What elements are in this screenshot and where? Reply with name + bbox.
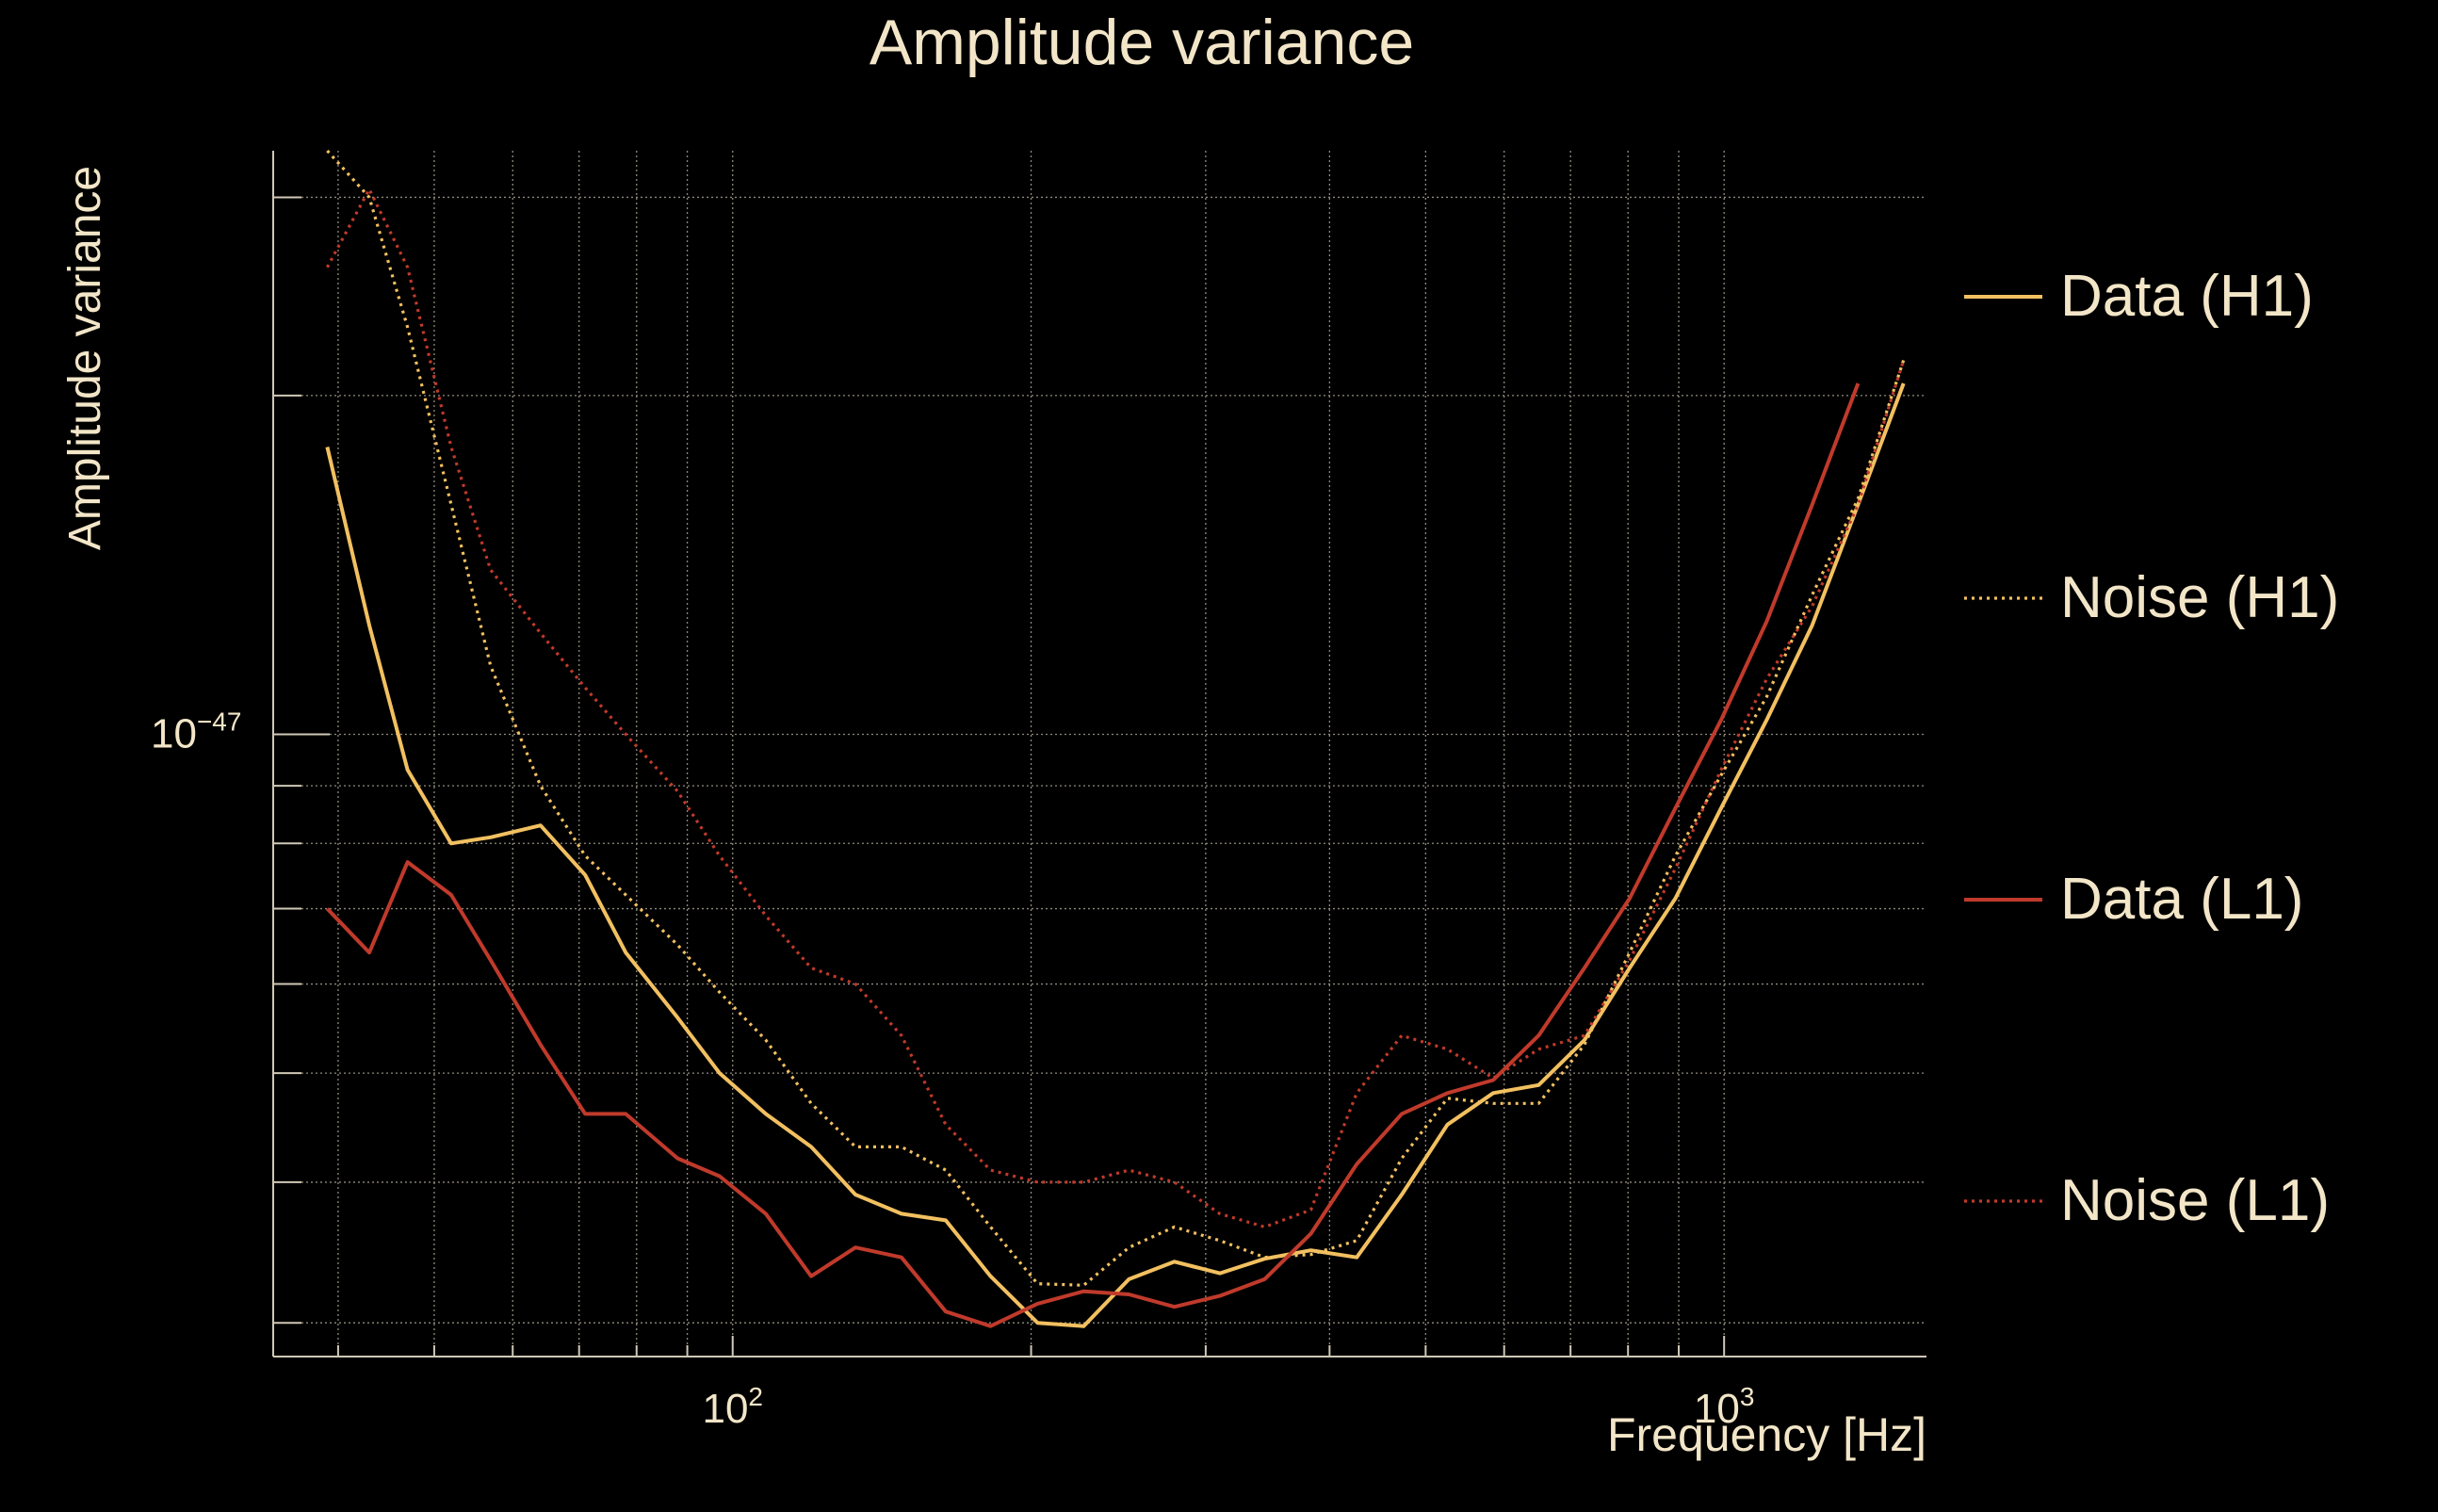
x-tick-label: 102 xyxy=(702,1382,763,1432)
series-line-data-h1 xyxy=(325,382,1906,1328)
grid-lines xyxy=(273,151,1926,1357)
tick-labels: 102 103 10−47 xyxy=(151,707,1754,1432)
legend-label: Data (L1) xyxy=(2060,867,2303,932)
legend-label: Data (H1) xyxy=(2060,264,2314,329)
y-axis-label: Amplitude variance xyxy=(60,166,110,550)
chart-title: Amplitude variance xyxy=(870,7,1414,78)
x-tick-label: 103 xyxy=(1694,1382,1755,1432)
legend: Data (H1) Noise (H1) Data (L1) Noise (L1) xyxy=(1964,264,2339,1233)
axes xyxy=(272,151,1926,1358)
legend-label: Noise (H1) xyxy=(2060,565,2339,630)
series-lines xyxy=(325,149,1906,1328)
y-tick-label: 10−47 xyxy=(151,707,241,756)
series-line-noise-l1 xyxy=(325,187,1906,1229)
legend-label: Noise (L1) xyxy=(2060,1168,2330,1233)
x-axis-label: Frequency [Hz] xyxy=(1607,1408,1926,1461)
series-line-data-l1 xyxy=(325,382,1861,1328)
